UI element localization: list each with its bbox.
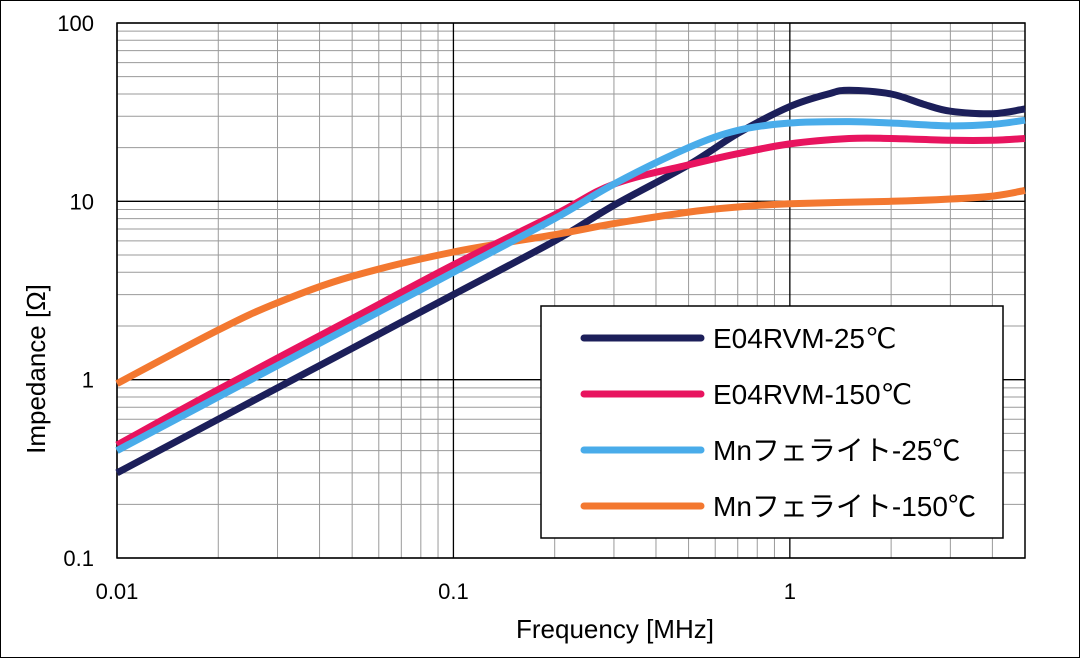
legend-label: Mnフェライト-150℃ [713, 491, 976, 522]
legend-label: Mnフェライト-25℃ [713, 435, 960, 466]
x-tick-label: 1 [784, 579, 796, 604]
legend-label: E04RVM-150℃ [713, 379, 912, 410]
plot-border [116, 22, 1026, 559]
series-line-3 [115, 187, 1026, 387]
x-axis-title: Frequency [MHz] [516, 614, 714, 644]
y-tick-label: 100 [57, 11, 94, 36]
series-line-1 [115, 134, 1026, 449]
x-tick-label: 0.01 [96, 579, 139, 604]
legend: E04RVM-25℃ E04RVM-150℃ Mnフェライト-25℃ Mnフェライト-… [540, 305, 1004, 539]
legend-label: E04RVM-25℃ [713, 323, 896, 354]
series-lines [115, 86, 1026, 476]
y-axis-title: Impedance [Ω] [21, 284, 51, 454]
series-line-2 [115, 116, 1026, 454]
y-tick-labels: 0.1 1 10 100 [57, 11, 94, 571]
legend-box [540, 305, 1004, 539]
series-line-0 [115, 86, 1026, 476]
y-tick-label: 1 [82, 368, 94, 393]
y-tick-label: 10 [70, 189, 94, 214]
x-tick-label: 0.1 [438, 579, 469, 604]
x-tick-labels: 0.01 0.1 1 [96, 579, 796, 604]
y-tick-label: 0.1 [63, 546, 94, 571]
